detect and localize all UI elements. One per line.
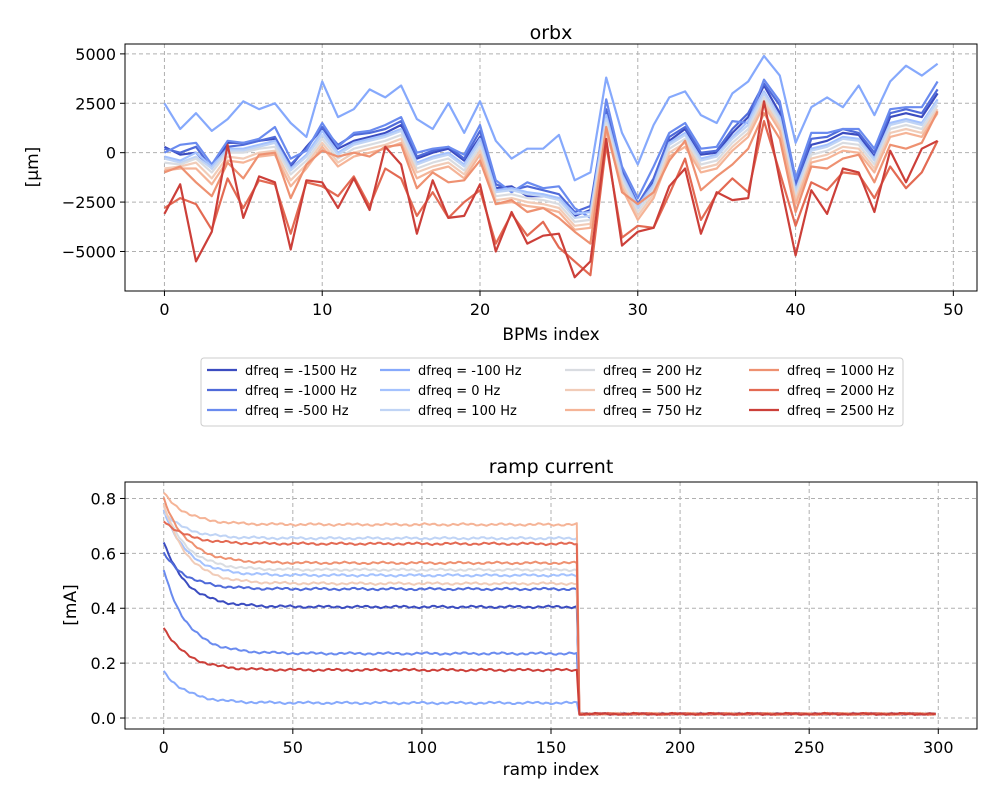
ramp-current-x-tick-label: 150 (536, 738, 567, 757)
orbx-series-line (164, 110, 939, 245)
ramp-current-x-tick-label: 300 (923, 738, 954, 757)
ramp-current-x-tick-label: 100 (407, 738, 438, 757)
orbx-y-tick-label: −2500 (62, 193, 116, 212)
legend-entry: dfreq = 1000 Hz (787, 364, 894, 379)
orbx-y-tick-label: 2500 (75, 94, 116, 113)
orbx-y-tick-label: 0 (106, 144, 116, 163)
ramp-current-y-tick-label: 0.4 (91, 599, 116, 618)
legend-entry: dfreq = -500 Hz (245, 404, 349, 419)
orbx-x-tick-label: 0 (159, 300, 169, 319)
orbx-series-line (164, 100, 939, 227)
orbx-y-tick-label: −5000 (62, 242, 116, 261)
legend-entry: dfreq = 2000 Hz (787, 384, 894, 399)
orbx-series-line (164, 92, 939, 219)
orbx-series-line (164, 82, 939, 214)
orbx-x-tick-label: 40 (785, 300, 805, 319)
legend: dfreq = -1500 Hz dfreq = -1000 Hz dfreq = … (200, 357, 904, 427)
orbx-x-tick-label: 30 (628, 300, 648, 319)
ramp-current-x-tick-label: 50 (283, 738, 303, 757)
orbx-chart-title: orbx (530, 22, 573, 44)
orbx-series-line (163, 54, 939, 182)
ramp-current-y-tick-label: 0.6 (91, 544, 116, 563)
legend-entry: dfreq = 500 Hz (603, 384, 702, 399)
legend-entry: dfreq = -100 Hz (418, 364, 522, 379)
legend-entry: dfreq = 100 Hz (418, 404, 517, 419)
orbx-chart: orbx 0 10 20 30 40 50 −5000 −2500 0 2500 5000 BPMs… (23, 22, 978, 345)
orbx-plot-frame (124, 43, 978, 292)
ramp-current-chart-title: ramp current (489, 456, 614, 478)
legend-entry: dfreq = -1000 Hz (245, 384, 357, 399)
orbx-x-tick-label: 10 (312, 300, 332, 319)
orbx-x-axis-label: BPMs index (502, 325, 599, 345)
orbx-series-line (164, 104, 939, 231)
ramp-current-x-axis-label: ramp index (503, 760, 600, 780)
ramp-current-chart: ramp current 0 50 100 150 200 250 300 0.0 0.2 0.4… (61, 456, 978, 780)
orbx-x-tick-label: 50 (943, 300, 963, 319)
legend-entry: dfreq = -1500 Hz (245, 364, 357, 379)
orbx-y-axis-label: [μm] (23, 147, 43, 188)
orbx-series-line (164, 96, 939, 223)
orbx-series-lines (163, 54, 939, 279)
ramp-current-y-tick-label: 0.0 (91, 709, 116, 728)
orbx-ticks: 0 10 20 30 40 50 −5000 −2500 0 2500 5000 (62, 45, 964, 319)
legend-entry: dfreq = 200 Hz (603, 364, 702, 379)
orbx-series-line (163, 78, 939, 219)
ramp-current-y-axis-label: [mA] (61, 584, 81, 625)
legend-box (200, 357, 904, 427)
ramp-current-series-lines (162, 492, 937, 716)
orbx-x-tick-label: 20 (470, 300, 490, 319)
legend-entry: dfreq = 750 Hz (603, 404, 702, 419)
ramp-current-x-tick-label: 250 (794, 738, 825, 757)
legend-entry: dfreq = 2500 Hz (787, 404, 894, 419)
ramp-current-ticks: 0 50 100 150 200 250 300 0.0 0.2 0.4 0.6 0.8 (91, 489, 954, 757)
ramp-current-x-tick-label: 0 (159, 738, 169, 757)
ramp-current-x-tick-label: 200 (665, 738, 696, 757)
ramp-current-y-tick-label: 0.2 (91, 654, 116, 673)
legend-entry: dfreq = 0 Hz (418, 384, 500, 399)
orbx-y-tick-label: 5000 (75, 45, 116, 64)
orbx-series-line (163, 100, 939, 279)
ramp-current-y-tick-label: 0.8 (91, 489, 116, 508)
ramp-current-series-line (162, 627, 936, 716)
